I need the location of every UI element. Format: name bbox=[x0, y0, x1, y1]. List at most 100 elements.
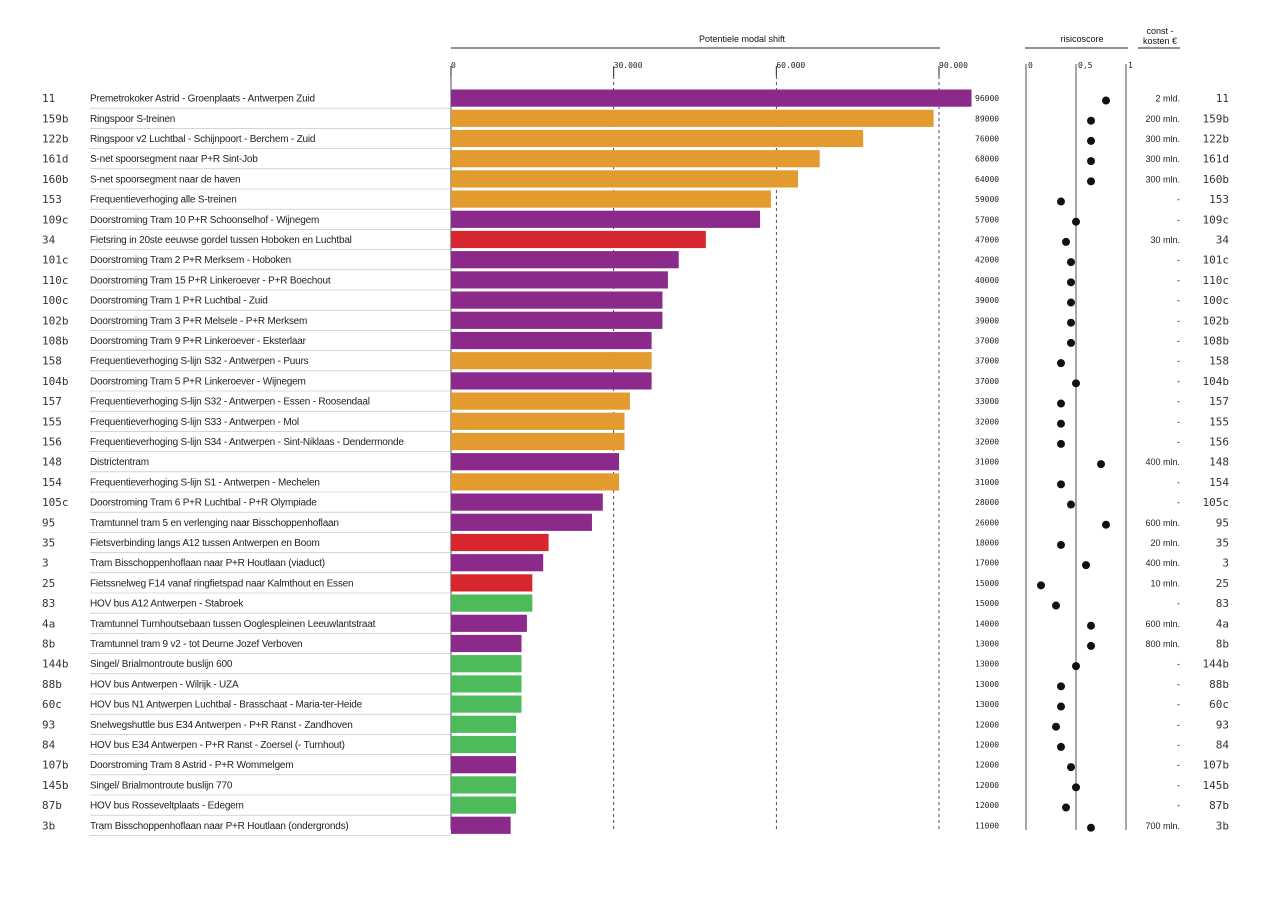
bar-value-label: 11000 bbox=[975, 821, 999, 830]
row-id-right: 104b bbox=[1203, 375, 1230, 388]
row-label: Tramtunnel tram 5 en verlenging naar Bis… bbox=[90, 518, 339, 529]
chart-row: 34 Fietsring in 20ste eeuwse gordel tusse… bbox=[42, 230, 1229, 250]
row-label: Doorstroming Tram 15 P+R Linkeroever - P… bbox=[90, 275, 331, 286]
chart-row: 109c Doorstroming Tram 10 P+R Schoonselho… bbox=[42, 210, 1230, 230]
row-id-left: 100c bbox=[42, 294, 69, 307]
row-id-right: 122b bbox=[1203, 133, 1230, 146]
row-id-left: 154 bbox=[42, 476, 62, 489]
row-id-left: 158 bbox=[42, 355, 62, 368]
bar bbox=[451, 533, 549, 552]
chart-row: 11 Premetrokoker Astrid - Groenplaats - A… bbox=[42, 89, 1229, 109]
row-id-right: 100c bbox=[1203, 294, 1230, 307]
row-id-right: 156 bbox=[1209, 436, 1229, 449]
row-label: Doorstroming Tram 1 P+R Luchtbal - Zuid bbox=[90, 296, 268, 307]
row-id-right: 108b bbox=[1203, 335, 1230, 348]
bar-value-label: 13000 bbox=[975, 680, 999, 689]
row-id-right: 109c bbox=[1203, 213, 1230, 226]
row-label: Doorstroming Tram 2 P+R Merksem - Hoboke… bbox=[90, 255, 291, 266]
risk-dot bbox=[1087, 136, 1095, 145]
row-label: S-net spoorsegment naar de haven bbox=[90, 174, 240, 185]
row-label: Doorstroming Tram 9 P+R Linkeroever - Ek… bbox=[90, 336, 307, 347]
risk-dot bbox=[1057, 682, 1065, 691]
bar bbox=[451, 655, 522, 673]
row-id-right: 93 bbox=[1216, 718, 1229, 731]
row-id-left: 8b bbox=[42, 638, 55, 651]
chart-row: 157 Frequentieverhoging S-lijn S32 - Antw… bbox=[42, 392, 1229, 412]
bar bbox=[451, 473, 620, 491]
row-label: Frequentieverhoging S-lijn S32 - Antwerp… bbox=[90, 356, 309, 367]
row-id-right: 154 bbox=[1209, 476, 1229, 489]
row-label: Fietssnelweg F14 vanaf ringfietspad naar… bbox=[90, 578, 353, 589]
shift-axis-title: Potentiele modal shift bbox=[699, 34, 786, 44]
risk-tick-label: 0 bbox=[1028, 61, 1033, 70]
row-id-left: 148 bbox=[42, 456, 62, 469]
bar-value-label: 28000 bbox=[975, 498, 999, 507]
bar bbox=[451, 331, 652, 350]
chart-row: 160b S-net spoorsegment naar de haven 6400… bbox=[42, 170, 1230, 190]
bar-value-label: 89000 bbox=[975, 114, 999, 123]
cost-label: - bbox=[1177, 801, 1180, 811]
chart-row: 144b Singel/ Brialmontroute buslijn 600 13… bbox=[42, 655, 1229, 675]
row-id-left: 88b bbox=[42, 678, 62, 691]
row-id-left: 11 bbox=[42, 92, 55, 105]
cost-label: 300 mln. bbox=[1145, 174, 1180, 184]
cost-label: - bbox=[1177, 417, 1180, 427]
bar-value-label: 18000 bbox=[975, 539, 999, 548]
bar-value-label: 14000 bbox=[975, 619, 999, 628]
bar bbox=[451, 776, 517, 794]
bar bbox=[451, 150, 820, 168]
row-label: Tramtunnel Turnhoutsebaan tussen Ooglesp… bbox=[90, 619, 376, 630]
chart-row: 101c Doorstroming Tram 2 P+R Merksem - Ho… bbox=[42, 251, 1229, 271]
cost-label: - bbox=[1177, 720, 1180, 730]
chart-row: 102b Doorstroming Tram 3 P+R Melsele - P+… bbox=[42, 311, 1229, 331]
row-id-right: 110c bbox=[1203, 274, 1230, 287]
row-label: Frequentieverhoging alle S-treinen bbox=[90, 195, 237, 206]
row-id-right: 160b bbox=[1203, 173, 1230, 186]
chart-row: 4a Tramtunnel Turnhoutsebaan tussen Oogle… bbox=[42, 614, 1229, 634]
row-id-right: 25 bbox=[1216, 577, 1229, 590]
x-tick-label: 30.000 bbox=[614, 61, 643, 70]
chart-row: 3b Tram Bisschoppenhoflaan naar P+R Houtl… bbox=[42, 816, 1229, 836]
x-tick-label: 60.000 bbox=[776, 61, 805, 70]
cost-label: - bbox=[1177, 397, 1180, 407]
row-id-right: 3 bbox=[1222, 557, 1229, 570]
row-label: Doorstroming Tram 10 P+R Schoonselhof - … bbox=[90, 215, 319, 226]
row-id-right: 158 bbox=[1209, 355, 1229, 368]
bar bbox=[451, 554, 544, 572]
row-label: HOV bus N1 Antwerpen Luchtbal - Brasscha… bbox=[90, 700, 363, 711]
cost-label: - bbox=[1177, 477, 1180, 487]
risk-dot bbox=[1057, 197, 1065, 206]
row-label: HOV bus Antwerpen - Wilrijk - UZA bbox=[90, 679, 239, 690]
chart-row: 88b HOV bus Antwerpen - Wilrijk - UZA 1300… bbox=[42, 675, 1229, 695]
row-label: Doorstroming Tram 5 P+R Linkeroever - Wi… bbox=[90, 376, 306, 387]
risk-dot bbox=[1067, 500, 1075, 509]
bar-value-label: 47000 bbox=[975, 236, 999, 245]
cost-label: - bbox=[1177, 336, 1180, 346]
chart-row: 93 Snelwegshuttle bus E34 Antwerpen - P+R… bbox=[42, 715, 1229, 735]
row-id-right: 161d bbox=[1203, 153, 1230, 166]
risk-dot bbox=[1067, 298, 1075, 307]
bar bbox=[451, 432, 625, 451]
row-id-right: 88b bbox=[1209, 678, 1229, 691]
cost-label: - bbox=[1177, 296, 1180, 306]
row-id-left: 93 bbox=[42, 718, 55, 731]
bar-value-label: 13000 bbox=[975, 700, 999, 709]
row-label: Doorstroming Tram 8 Astrid - P+R Wommelg… bbox=[90, 760, 293, 771]
bar-value-label: 96000 bbox=[975, 94, 999, 103]
bar-value-label: 12000 bbox=[975, 781, 999, 790]
bar-value-label: 68000 bbox=[975, 155, 999, 164]
row-id-left: 160b bbox=[42, 173, 69, 186]
row-id-right: 153 bbox=[1209, 193, 1229, 206]
row-label: Ringspoor v2 Luchtbal - Schijnpoort - Be… bbox=[90, 134, 315, 145]
row-id-left: 107b bbox=[42, 759, 69, 772]
row-label: Tram Bisschoppenhoflaan naar P+R Houtlaa… bbox=[90, 558, 325, 569]
row-id-left: 153 bbox=[42, 193, 62, 206]
bar bbox=[451, 594, 533, 612]
cost-label: - bbox=[1177, 255, 1180, 265]
bar bbox=[451, 89, 972, 107]
row-id-right: 84 bbox=[1216, 739, 1230, 752]
bar-value-label: 13000 bbox=[975, 660, 999, 669]
bar-value-label: 33000 bbox=[975, 397, 999, 406]
row-id-right: 83 bbox=[1216, 597, 1229, 610]
chart-row: 8b Tramtunnel tram 9 v2 - tot Deurne Joze… bbox=[42, 634, 1229, 654]
